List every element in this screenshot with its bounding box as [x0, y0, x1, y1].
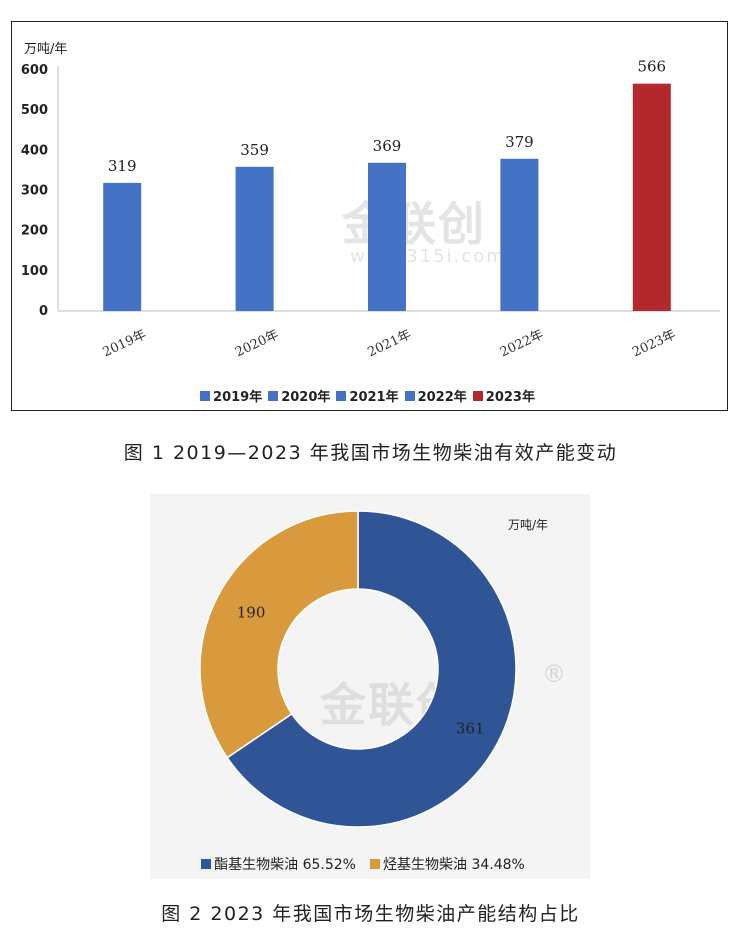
legend-swatch — [200, 390, 211, 401]
x-tick-label: 2022年 — [498, 327, 546, 360]
legend-label: 2020年 — [281, 390, 331, 405]
slice-value-label: 361 — [456, 719, 485, 737]
donut-slice — [199, 510, 359, 759]
legend-swatch — [370, 859, 380, 869]
bar-value-label: 359 — [240, 141, 269, 159]
legend-entry: 2020年 — [268, 386, 330, 405]
donut-chart: 361 190 ® — [199, 510, 566, 828]
legend-swatch — [201, 859, 212, 869]
legend-entry: 2023年 — [472, 386, 535, 405]
x-tick-label: 2020年 — [233, 327, 281, 360]
legend-label: 烃基生物柴油 34.48% — [383, 857, 525, 873]
legend-entry: 烃基生物柴油 34.48% — [370, 854, 525, 874]
legend-entry: 2021年 — [336, 386, 399, 405]
y-tick-label: 200 — [21, 224, 48, 239]
legend-entry: 酯基生物柴油 65.52% — [201, 854, 356, 874]
y-tick-label: 500 — [21, 103, 48, 118]
y-tick-label: 100 — [21, 264, 48, 279]
bar-value-label: 379 — [505, 133, 534, 151]
bar — [500, 158, 539, 311]
donut-chart-legend: 酯基生物柴油 65.52% 烃基生物柴油 34.48% — [150, 854, 590, 874]
donut-chart-panel: 金联创 361 190 ® 万吨/年 酯基生物柴油 65.52% 烃基生物柴油 34.… — [150, 494, 590, 879]
donut-unit-label: 万吨/年 — [508, 518, 549, 532]
y-tick-label: 0 — [39, 304, 48, 319]
bar-value-label: 566 — [637, 58, 666, 76]
x-tick-label: 2023年 — [630, 327, 678, 360]
bar-value-label: 369 — [373, 137, 402, 155]
figure-1-caption: 图 1 2019—2023 年我国市场生物柴油有效产能变动 — [123, 442, 618, 464]
bar-value-label: 319 — [108, 157, 137, 175]
bar — [368, 162, 406, 311]
bar — [235, 166, 274, 311]
legend-swatch — [472, 390, 483, 401]
legend-label: 2022年 — [417, 390, 467, 405]
legend-label: 2023年 — [485, 390, 535, 405]
bar — [103, 182, 142, 311]
figure-2-caption: 图 2 2023 年我国市场生物柴油产能结构占比 — [161, 903, 580, 925]
legend-swatch — [404, 390, 415, 401]
legend-label: 酯基生物柴油 65.52% — [214, 857, 356, 873]
donut-slice — [226, 510, 517, 828]
y-axis-unit-label: 万吨/年 — [24, 42, 68, 57]
bar-chart-panel: 金联创 www.315i.com 0 100 200 300 400 500 600 319 2… — [11, 21, 728, 411]
bar — [632, 83, 671, 311]
legend-entry: 2019年 — [200, 386, 262, 405]
x-tick-label: 2019年 — [101, 327, 149, 360]
legend-label: 2021年 — [349, 390, 399, 405]
y-tick-label: 400 — [21, 143, 48, 158]
y-tick-label: 600 — [21, 63, 48, 78]
legend-label: 2019年 — [213, 390, 263, 405]
legend-swatch — [268, 390, 279, 401]
y-tick-label: 300 — [21, 184, 48, 199]
bar-chart: 0 100 200 300 400 500 600 319 2019年 359 2020年 369 20… — [21, 58, 720, 360]
registered-mark: ® — [542, 660, 566, 688]
legend-swatch — [336, 390, 347, 401]
bar-chart-legend: 2019年 2020年 2021年 2022年 2023年 — [12, 386, 729, 405]
legend-entry: 2022年 — [404, 386, 467, 405]
x-tick-label: 2021年 — [365, 327, 413, 360]
slice-value-label: 190 — [237, 603, 266, 621]
